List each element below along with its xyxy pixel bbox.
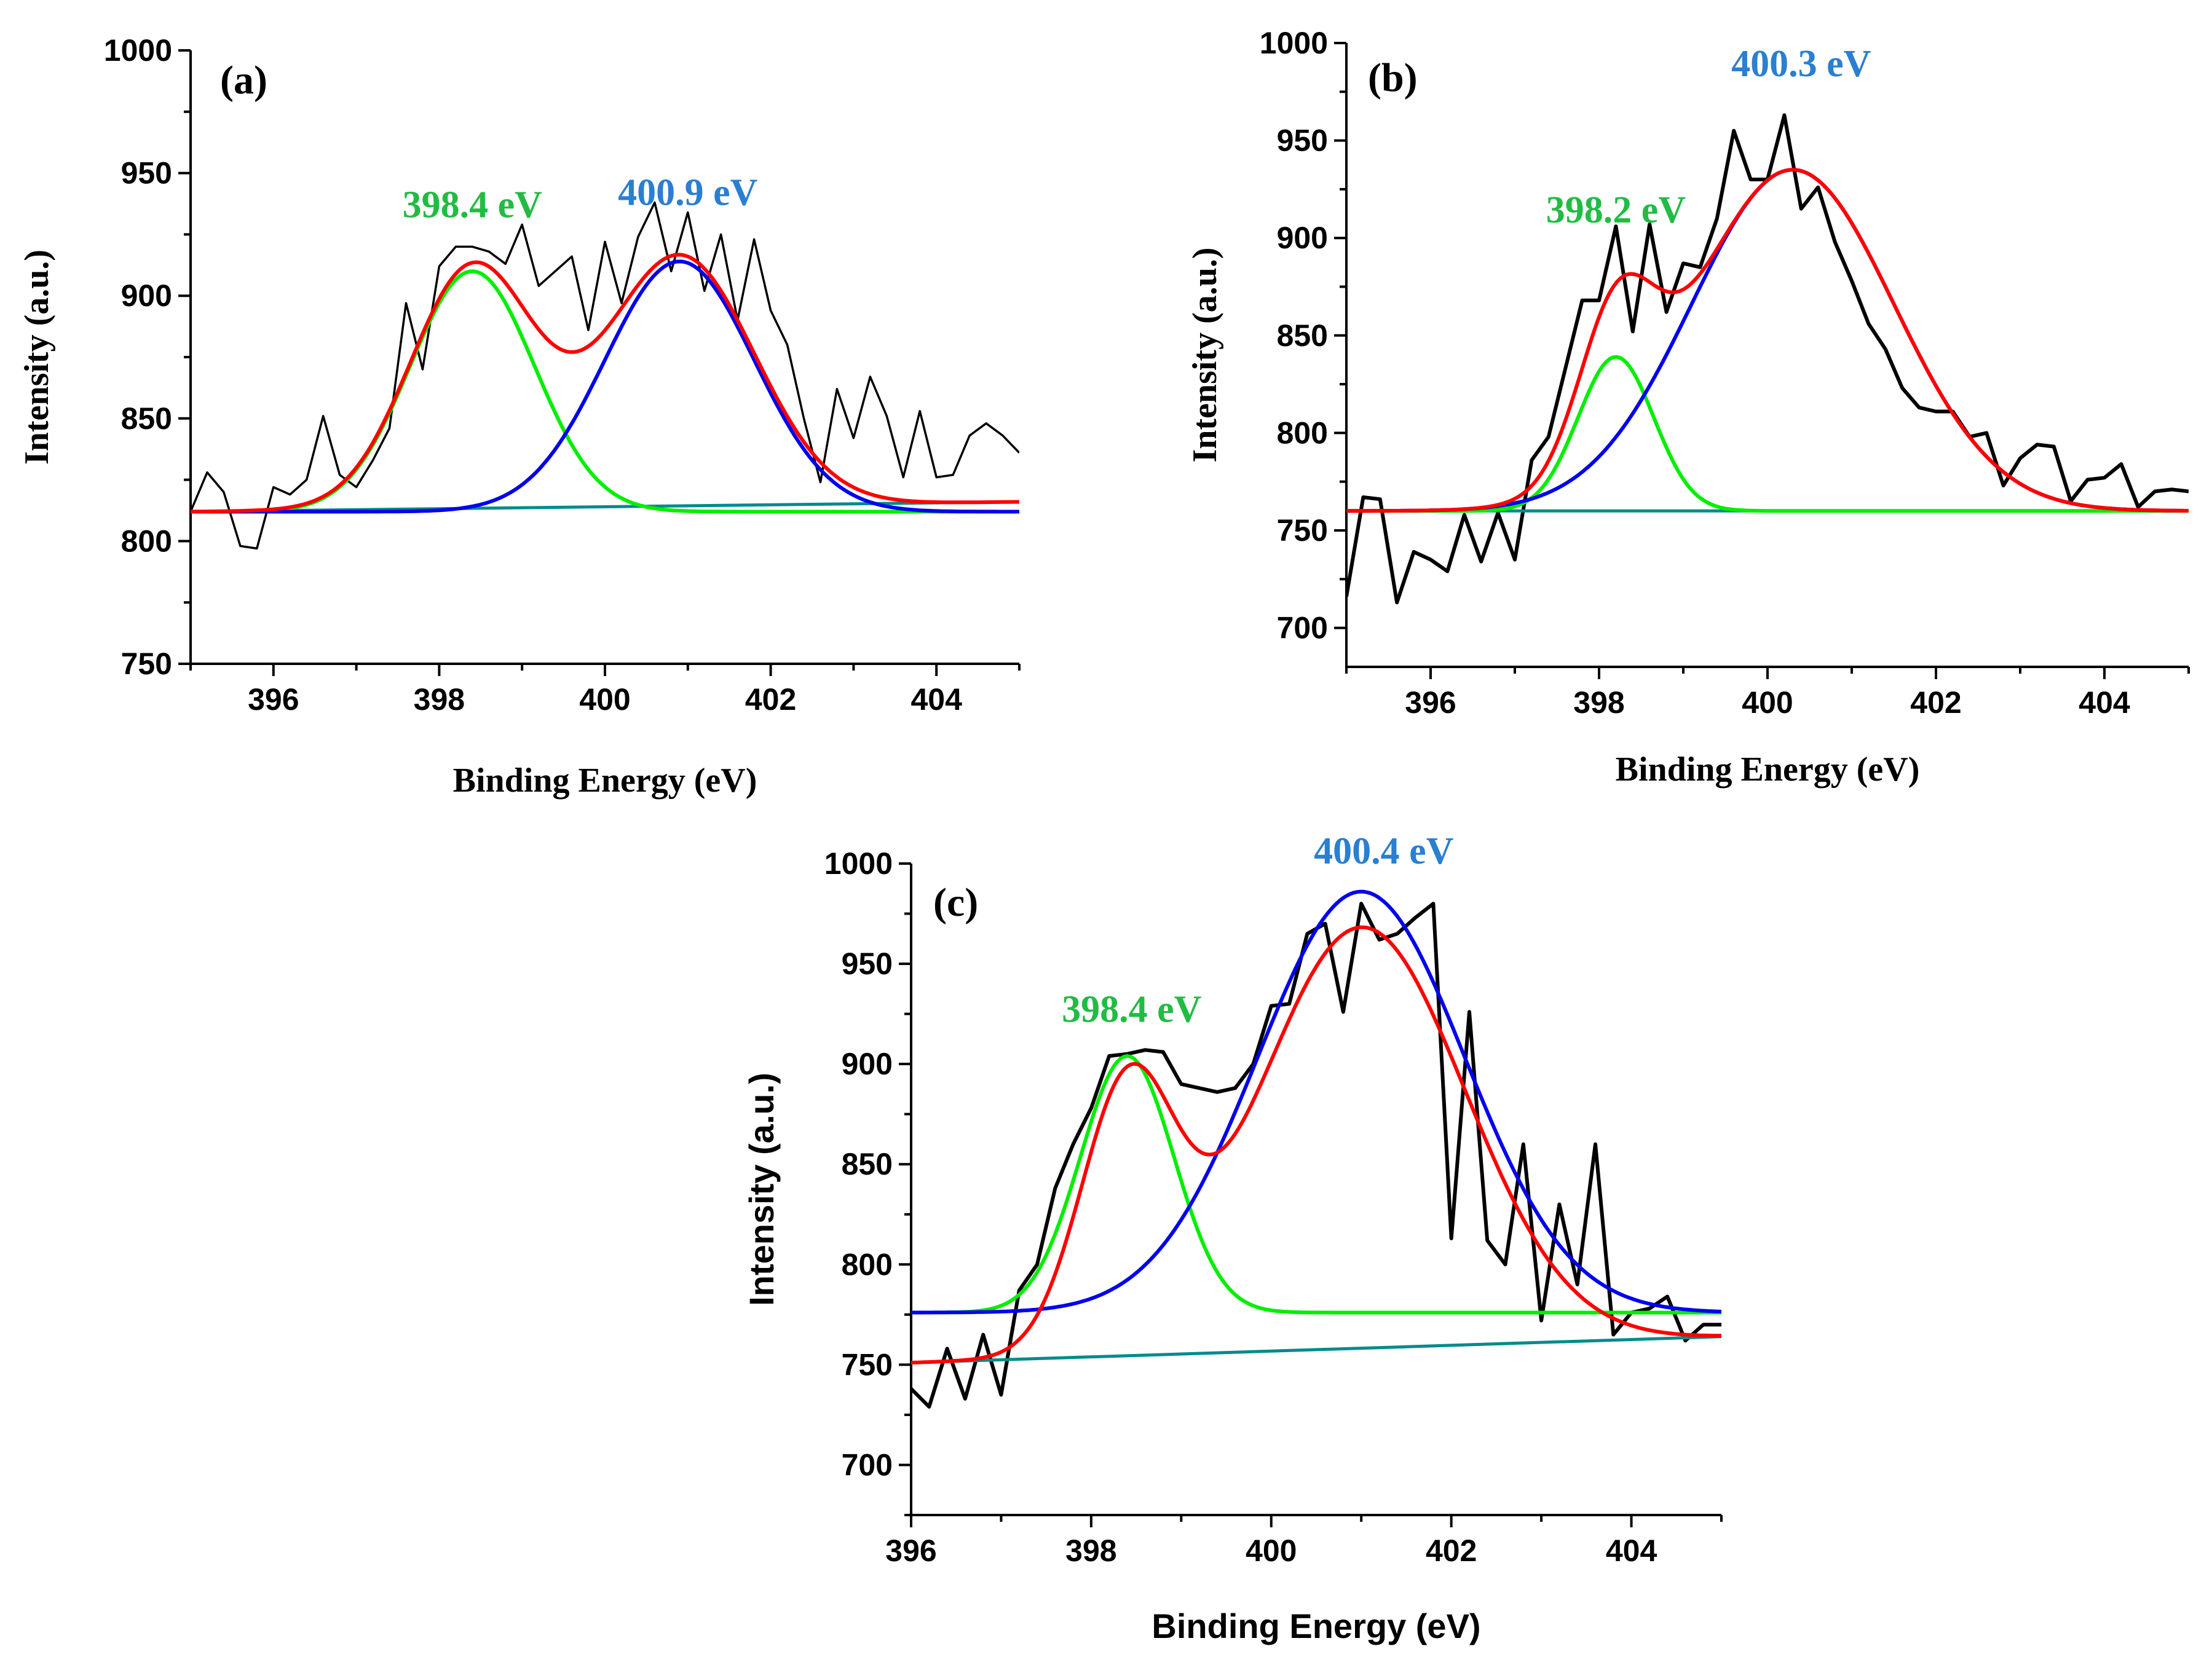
fit-peak-1-line <box>191 269 1019 514</box>
x-tick-label: 396 <box>1405 685 1456 720</box>
y-tick-label: 900 <box>842 1047 893 1081</box>
x-tick-label: 402 <box>1426 1533 1477 1568</box>
y-tick-label: 900 <box>121 278 172 313</box>
y-tick-label: 750 <box>1277 513 1328 548</box>
panel-label: (b) <box>1368 55 1418 100</box>
raw-spectrum-line <box>1346 113 2189 605</box>
panel-b: 396 398 400 402 404 700 750 800 850 900 950 1000 Bin… <box>1186 26 2190 789</box>
x-tick-label: 396 <box>248 682 299 717</box>
y-axis-title: Intensity (a.u.) <box>1186 247 1224 462</box>
x-axis-title: Binding Energy (eV) <box>453 762 757 800</box>
y-axis-title: Intensity (a.u.) <box>18 250 56 465</box>
y-tick-label: 1000 <box>824 846 893 881</box>
x-axis-title: Binding Energy (eV) <box>1616 750 1920 789</box>
raw-spectrum-line <box>911 902 1721 1409</box>
x-tick-label: 400 <box>1246 1533 1297 1568</box>
y-tick-label: 850 <box>121 401 172 436</box>
panel-a: 396 398 400 402 404 750 800 850 900 950 1000 Bindin… <box>18 33 1021 800</box>
y-tick-label: 800 <box>121 524 172 558</box>
x-tick-label: 396 <box>885 1533 936 1568</box>
peak-label-2: 400.3 eV <box>1731 43 1871 85</box>
x-tick-label: 400 <box>1742 685 1793 720</box>
x-tick-label: 404 <box>910 682 962 717</box>
y-tick-label: 850 <box>842 1147 893 1181</box>
fit-peak-2-line <box>1346 168 2189 513</box>
x-tick-label: 404 <box>1606 1533 1657 1568</box>
peak-label-1: 398.4 eV <box>403 184 543 226</box>
y-axis-title: Intensity (a.u.) <box>742 1073 781 1306</box>
fit-envelope-line <box>911 925 1721 1365</box>
y-tick-label: 850 <box>1277 318 1328 353</box>
x-tick-label: 398 <box>1065 1533 1116 1568</box>
panel-c: 396 398 400 402 404 700 750 800 850 900 950 1000 Bin… <box>742 830 1723 1645</box>
panel-label: (a) <box>220 58 267 103</box>
peak-label-2: 400.4 eV <box>1314 830 1454 872</box>
x-tick-label: 400 <box>579 682 630 717</box>
y-tick-label: 950 <box>1277 124 1328 158</box>
raw-spectrum-line <box>191 201 1019 550</box>
fit-peak-2-line <box>191 259 1019 514</box>
panel-label: (c) <box>933 880 978 925</box>
fit-envelope-line <box>1346 168 2189 513</box>
y-tick-label: 1000 <box>104 33 172 68</box>
peak-label-2: 400.9 eV <box>618 171 758 213</box>
y-tick-label: 950 <box>121 156 172 191</box>
y-tick-label: 750 <box>121 647 172 681</box>
y-tick-label: 800 <box>842 1247 893 1281</box>
x-tick-label: 398 <box>414 682 465 717</box>
background-line <box>911 1335 1721 1364</box>
fit-peak-1-line <box>911 1054 1721 1315</box>
y-tick-label: 750 <box>842 1347 893 1382</box>
y-tick-label: 800 <box>1277 415 1328 450</box>
fit-peak-2-line <box>911 889 1721 1315</box>
x-tick-label: 402 <box>1910 685 1961 720</box>
x-tick-label: 398 <box>1573 685 1624 720</box>
y-tick-label: 900 <box>1277 221 1328 255</box>
x-tick-label: 404 <box>2079 685 2130 720</box>
peak-label-1: 398.2 eV <box>1546 189 1686 231</box>
y-tick-label: 1000 <box>1260 26 1328 60</box>
fit-envelope-line <box>191 253 1019 514</box>
y-tick-label: 700 <box>842 1447 893 1482</box>
y-tick-label: 950 <box>842 947 893 981</box>
x-axis-title: Binding Energy (eV) <box>1151 1607 1480 1645</box>
fit-peak-1-line <box>1346 355 2189 513</box>
x-tick-label: 402 <box>745 682 796 717</box>
peak-label-1: 398.4 eV <box>1062 989 1202 1031</box>
y-tick-label: 700 <box>1277 611 1328 645</box>
